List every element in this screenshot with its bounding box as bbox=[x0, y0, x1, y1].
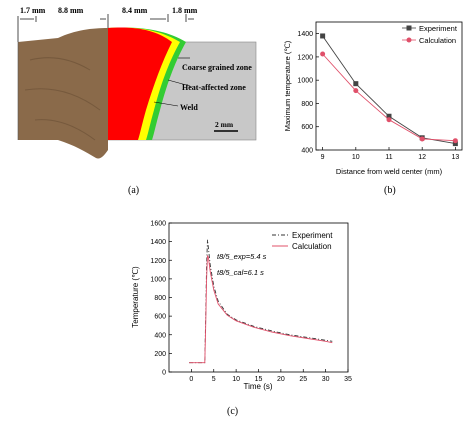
dim-1-8: 1.8 mm bbox=[172, 6, 198, 15]
panel-c-label: (c) bbox=[227, 406, 238, 417]
chart-c-ylabel: Temperature (℃) bbox=[131, 266, 140, 328]
chart-c-legend-experiment: Experiment bbox=[292, 231, 333, 240]
chart-c-legend: Experiment Calculation bbox=[272, 231, 333, 251]
dim-1-7: 1.7 mm bbox=[20, 6, 46, 15]
annotation-t85-cal: t8/5_cal=6.1 s bbox=[217, 268, 264, 277]
chart-c-xtick-label: 30 bbox=[322, 376, 330, 383]
chart-c-xtick-label: 0 bbox=[189, 376, 193, 383]
chart-b-xtick-label: 9 bbox=[321, 154, 325, 161]
dimension-lines bbox=[17, 14, 194, 42]
chart-b-ytick-label: 600 bbox=[301, 124, 313, 131]
weld-section-figure: 1.7 mm 8.8 mm 8.4 mm 1.8 mm Coarse grain… bbox=[17, 6, 257, 159]
chart-c-ytick-label: 600 bbox=[154, 314, 166, 321]
chart-c-ytick-label: 400 bbox=[154, 332, 166, 339]
chart-b-point bbox=[320, 51, 326, 57]
etched-metal bbox=[18, 28, 108, 159]
panel-b-label: (b) bbox=[384, 185, 396, 196]
chart-b-ytick-label: 800 bbox=[301, 101, 313, 108]
chart-c-series-2-line bbox=[189, 255, 333, 364]
thermal-cycle-chart: 0 5 10 15 20 25 30 35 0 200 400 600 800 1000 1200 1400 1… bbox=[131, 221, 352, 392]
chart-b-series-2-line bbox=[322, 53, 456, 142]
scale-bar-label: 2 mm bbox=[215, 120, 234, 129]
chart-b-point bbox=[353, 88, 359, 94]
chart-c-ytick-label: 800 bbox=[154, 295, 166, 302]
chart-b-series-1-line bbox=[322, 35, 456, 145]
chart-b-point bbox=[320, 33, 326, 39]
chart-b-point bbox=[452, 141, 458, 147]
chart-b-xlabel: Distance from weld center (mm) bbox=[336, 167, 443, 176]
chart-b-xtick-label: 13 bbox=[451, 154, 459, 161]
chart-b-legend-calculation: Calculation bbox=[419, 36, 456, 45]
panel-a-label: (a) bbox=[128, 185, 139, 196]
chart-b-point bbox=[353, 81, 359, 87]
chart-b-legend: Experiment Calculation bbox=[402, 24, 458, 45]
chart-c-xtick-label: 10 bbox=[232, 376, 240, 383]
chart-c-xlabel: Time (s) bbox=[243, 382, 272, 391]
label-coarse-grained-zone: Coarse grained zone bbox=[182, 63, 252, 72]
chart-b-xtick-label: 10 bbox=[352, 154, 360, 161]
chart-b-ytick-label: 400 bbox=[301, 148, 313, 155]
chart-b-ylabel: Maximum temperature (℃) bbox=[283, 40, 292, 131]
chart-c-xtick-label: 5 bbox=[212, 376, 216, 383]
chart-c-ytick-label: 1000 bbox=[150, 276, 166, 283]
weld-zone bbox=[108, 27, 172, 140]
chart-b-point bbox=[419, 136, 425, 142]
label-weld: Weld bbox=[180, 103, 198, 112]
chart-c-ytick-label: 1600 bbox=[150, 221, 166, 228]
chart-c-legend-calculation: Calculation bbox=[292, 242, 332, 251]
chart-c-xtick-label: 15 bbox=[255, 376, 263, 383]
max-temperature-chart: 9 10 11 12 13 400 600 800 1000 1200 1400 Experimen… bbox=[283, 21, 463, 176]
chart-c-xtick-label: 25 bbox=[299, 376, 307, 383]
chart-b-ytick-label: 1000 bbox=[297, 78, 313, 85]
chart-b-point bbox=[386, 117, 392, 123]
chart-c-ytick-label: 0 bbox=[162, 370, 166, 377]
chart-c-ytick-label: 1200 bbox=[150, 258, 166, 265]
chart-b-xtick-label: 11 bbox=[385, 154, 392, 161]
chart-b-point bbox=[386, 113, 392, 119]
chart-c-ytick-label: 200 bbox=[154, 351, 166, 358]
chart-b-xtick-label: 12 bbox=[418, 154, 426, 161]
chart-b-point bbox=[452, 138, 458, 144]
annotation-t85-exp: t8/5_exp=5.4 s bbox=[217, 252, 267, 261]
chart-c-xtick-label: 35 bbox=[344, 376, 352, 383]
dim-8-4: 8.4 mm bbox=[122, 6, 148, 15]
chart-c-xtick-label: 20 bbox=[277, 376, 285, 383]
chart-c-ytick-label: 1400 bbox=[150, 239, 166, 246]
label-heat-affected-zone: Heat-affected zone bbox=[182, 83, 246, 92]
dim-8-8: 8.8 mm bbox=[58, 6, 84, 15]
chart-b-ytick-label: 1400 bbox=[297, 31, 313, 38]
chart-b-ytick-label: 1200 bbox=[297, 54, 313, 61]
chart-b-legend-experiment: Experiment bbox=[419, 24, 458, 33]
